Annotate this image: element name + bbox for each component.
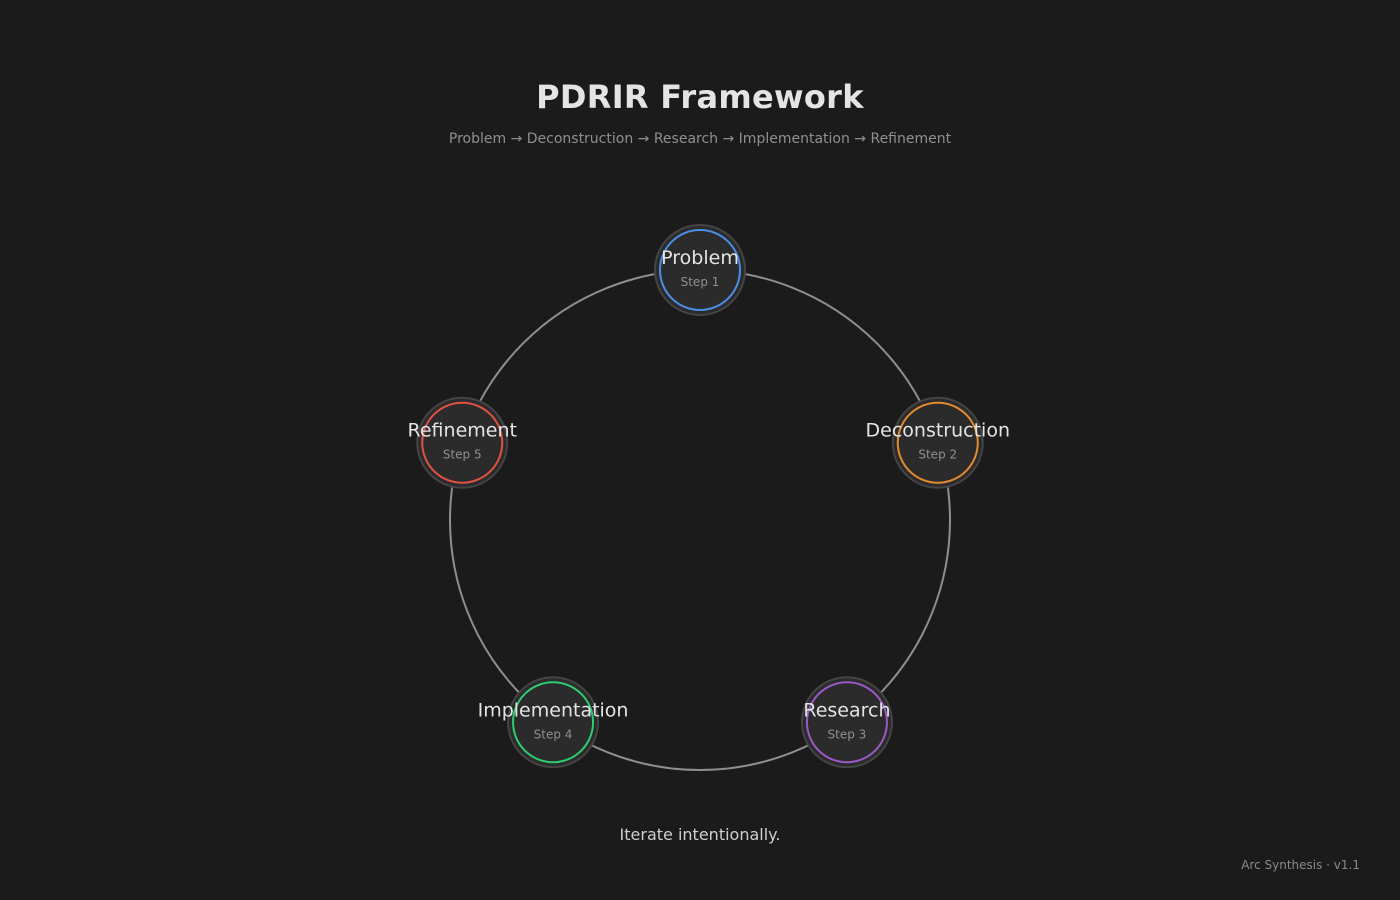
- footer-version: Arc Synthesis · v1.1: [1241, 858, 1360, 872]
- node-step: Step 3: [828, 727, 867, 741]
- node-label: Implementation: [478, 699, 629, 721]
- cycle-node-deconstruction: Deconstruction Step 2: [866, 396, 1010, 489]
- cycle-node-research: Research Step 3: [800, 676, 893, 769]
- node-label: Research: [803, 699, 890, 721]
- node-step: Step 5: [443, 448, 482, 462]
- cycle-node-implementation: Implementation Step 4: [478, 676, 629, 769]
- node-step: Step 1: [681, 275, 720, 289]
- node-label: Problem: [661, 247, 739, 269]
- tagline: Iterate intentionally.: [619, 825, 781, 844]
- node-label: Deconstruction: [866, 420, 1010, 442]
- page-title: PDRIR Framework: [536, 78, 864, 116]
- cycle-node-problem: Problem Step 1: [654, 224, 746, 316]
- page-subtitle: Problem → Deconstruction → Research → Im…: [448, 131, 952, 147]
- node-circle: [896, 401, 979, 484]
- node-step: Step 4: [534, 727, 573, 741]
- node-circle: [512, 681, 595, 764]
- node-label: Refinement: [408, 420, 517, 442]
- node-circle: [421, 401, 504, 484]
- cycle-node-refinement: Refinement Step 5: [408, 396, 517, 489]
- cycle-nodes: Problem Step 1 Deconstruction Step 2 Researc…: [408, 224, 1010, 769]
- node-circle: [805, 681, 888, 764]
- node-circle: [659, 229, 741, 311]
- node-step: Step 2: [918, 448, 957, 462]
